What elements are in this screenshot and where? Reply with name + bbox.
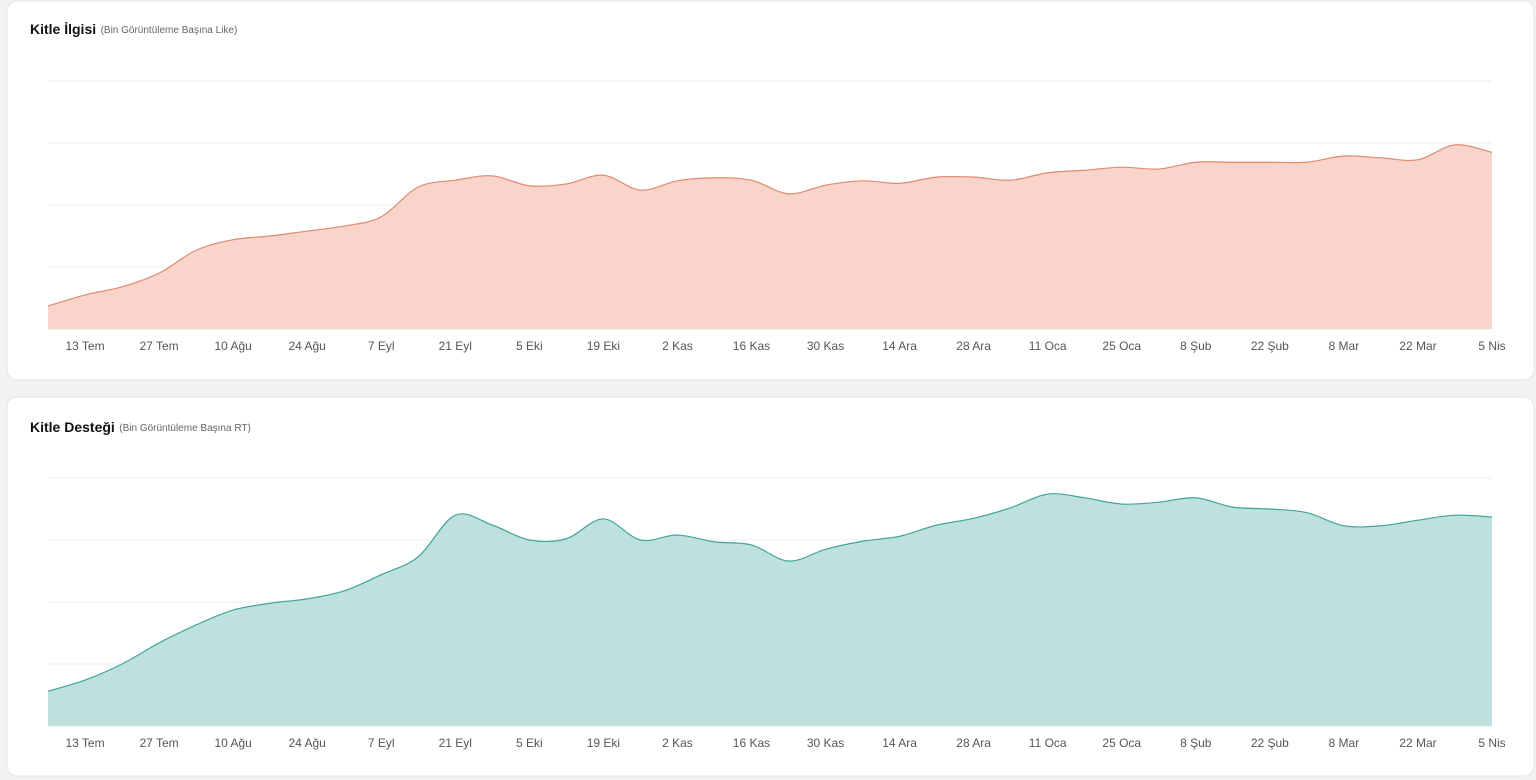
x-tick-label: 24 Ağu [288,339,325,353]
x-tick-label: 2 Kas [662,339,693,353]
x-tick-label: 11 Oca [1029,339,1067,353]
x-tick-label: 8 Mar [1329,736,1360,750]
x-tick-label: 22 Mar [1399,736,1436,750]
x-tick-label: 22 Şub [1251,339,1289,353]
x-tick-label: 7 Eyl [368,736,395,750]
chart-heading: Kitle İlgisi (Bin Görüntüleme Başına Lik… [30,21,237,39]
x-tick-label: 8 Şub [1180,736,1212,750]
x-tick-label: 24 Ağu [288,736,325,750]
x-tick-label: 2 Kas [662,736,693,750]
chart-title: Kitle İlgisi [30,21,96,37]
x-tick-label: 28 Ara [956,339,991,353]
chart-subtitle: (Bin Görüntüleme Başına Like) [101,25,238,36]
x-tick-label: 21 Eyl [439,736,472,750]
x-tick-label: 7 Eyl [368,339,395,353]
chart-title: Kitle Desteği [30,419,115,435]
x-tick-label: 13 Tem [65,736,104,750]
x-tick-label: 10 Ağu [214,339,251,353]
x-tick-label: 14 Ara [882,339,917,353]
chart-subtitle: (Bin Görüntüleme Başına RT) [119,423,251,434]
x-tick-label: 5 Nis [1478,736,1505,750]
chart-heading: Kitle Desteği (Bin Görüntüleme Başına RT… [30,419,251,437]
x-tick-label: 22 Mar [1399,339,1436,353]
area-fill [48,493,1492,726]
x-tick-label: 11 Oca [1029,736,1067,750]
x-tick-label: 13 Tem [65,339,104,353]
x-tick-label: 8 Şub [1180,339,1212,353]
x-tick-label: 8 Mar [1329,339,1360,353]
x-tick-label: 16 Kas [733,339,770,353]
x-tick-label: 25 Oca [1102,736,1141,750]
x-tick-label: 5 Eki [516,736,543,750]
x-tick-label: 30 Kas [807,736,844,750]
x-tick-label: 27 Tem [140,339,179,353]
area-line [47,144,1493,307]
x-tick-label: 21 Eyl [439,339,472,353]
area-fill [48,144,1492,329]
x-tick-label: 10 Ağu [214,736,251,750]
x-tick-label: 25 Oca [1102,339,1141,353]
x-tick-label: 28 Ara [956,736,991,750]
area-line [47,493,1493,692]
x-tick-label: 19 Eki [587,736,620,750]
x-tick-label: 5 Nis [1478,339,1505,353]
x-tick-label: 27 Tem [140,736,179,750]
x-tick-label: 19 Eki [587,339,620,353]
x-tick-label: 30 Kas [807,339,844,353]
x-tick-label: 14 Ara [882,736,917,750]
x-tick-label: 5 Eki [516,339,543,353]
x-tick-label: 16 Kas [733,736,770,750]
x-tick-label: 22 Şub [1251,736,1289,750]
